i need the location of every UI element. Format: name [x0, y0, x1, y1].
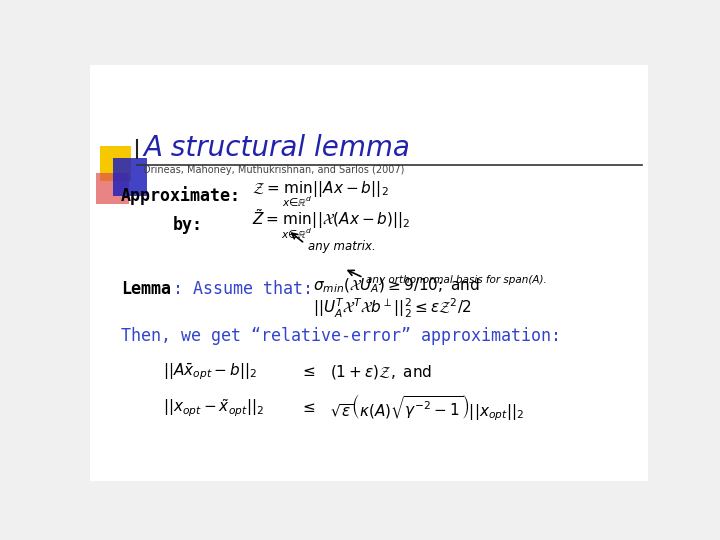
- FancyBboxPatch shape: [90, 65, 648, 481]
- Text: $\leq$: $\leq$: [300, 364, 315, 379]
- Text: A structural lemma: A structural lemma: [143, 134, 410, 162]
- Text: $\sqrt{\epsilon}\left(\kappa(A)\sqrt{\gamma^{-2}-1}\right)||x_{opt}||_2$: $\sqrt{\epsilon}\left(\kappa(A)\sqrt{\ga…: [330, 393, 524, 423]
- Text: any orthonormal basis for span(A).: any orthonormal basis for span(A).: [366, 275, 547, 285]
- Text: $||U_A^T \mathcal{X}^T \mathcal{X} b^\perp||_2^2 \leq \epsilon \mathcal{Z}^2/2$: $||U_A^T \mathcal{X}^T \mathcal{X} b^\pe…: [313, 296, 472, 320]
- Text: Approximate:: Approximate:: [121, 186, 240, 205]
- Text: $\sigma_{min}\left(\mathcal{X}U_A\right) \geq 9/10;$ and: $\sigma_{min}\left(\mathcal{X}U_A\right)…: [313, 277, 480, 295]
- FancyBboxPatch shape: [100, 146, 131, 181]
- Text: : Assume that:: : Assume that:: [173, 280, 312, 298]
- Text: Then, we get “relative-error” approximation:: Then, we get “relative-error” approximat…: [121, 327, 561, 345]
- Text: Lemma: Lemma: [121, 280, 171, 298]
- Text: $||A\bar{x}_{opt} - b||_2$: $||A\bar{x}_{opt} - b||_2$: [163, 361, 257, 382]
- FancyBboxPatch shape: [96, 173, 129, 204]
- Text: $(1 + \epsilon)\mathcal{Z},$ and: $(1 + \epsilon)\mathcal{Z},$ and: [330, 363, 432, 381]
- Text: $\mathcal{Z} = \min_{x \in \mathbb{R}^d} ||Ax - b||_2$: $\mathcal{Z} = \min_{x \in \mathbb{R}^d}…: [252, 179, 389, 208]
- Text: any matrix.: any matrix.: [307, 240, 375, 253]
- Text: by:: by:: [173, 216, 202, 234]
- Text: $||x_{opt} - \tilde{x}_{opt}||_2$: $||x_{opt} - \tilde{x}_{opt}||_2$: [163, 397, 264, 418]
- Text: $\tilde{Z} = \min_{x \in \mathbb{R}^d} ||\mathcal{X}(Ax - b)||_2$: $\tilde{Z} = \min_{x \in \mathbb{R}^d} |…: [252, 207, 410, 240]
- Text: $\leq$: $\leq$: [300, 400, 315, 415]
- FancyBboxPatch shape: [114, 158, 147, 196]
- Text: Drineas, Mahoney, Muthukrishnan, and Sarlos (2007): Drineas, Mahoney, Muthukrishnan, and Sar…: [143, 165, 405, 174]
